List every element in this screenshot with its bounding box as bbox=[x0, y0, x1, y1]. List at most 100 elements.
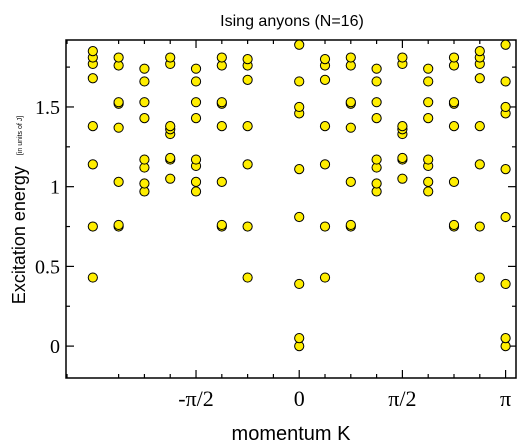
data-point bbox=[87, 159, 98, 170]
data-point bbox=[423, 186, 434, 197]
data-point bbox=[474, 221, 485, 232]
data-point bbox=[294, 333, 305, 344]
data-point bbox=[190, 113, 202, 124]
y-tick-label: 1.5 bbox=[35, 97, 60, 119]
data-point bbox=[345, 122, 356, 133]
data-point bbox=[216, 120, 227, 132]
data-point bbox=[371, 154, 382, 165]
data-point bbox=[113, 52, 124, 63]
data-point bbox=[319, 74, 331, 85]
data-point bbox=[190, 63, 202, 74]
data-point bbox=[448, 219, 460, 231]
data-point bbox=[113, 122, 124, 133]
data-point bbox=[87, 46, 98, 57]
data-point bbox=[294, 278, 305, 290]
data-point bbox=[319, 54, 331, 65]
data-point bbox=[87, 221, 98, 232]
data-point bbox=[448, 52, 460, 63]
data-point bbox=[371, 113, 382, 124]
data-point bbox=[113, 219, 124, 231]
data-point bbox=[87, 120, 98, 132]
x-tick-label: π bbox=[500, 386, 511, 411]
data-point bbox=[423, 97, 434, 108]
data-point bbox=[371, 63, 382, 74]
x-tick-label: π/2 bbox=[388, 386, 416, 411]
data-point bbox=[216, 97, 227, 108]
data-point bbox=[216, 219, 227, 231]
data-point bbox=[113, 176, 124, 187]
data-point bbox=[190, 154, 202, 165]
y-tick-label: 0 bbox=[50, 336, 60, 358]
data-point bbox=[371, 178, 382, 189]
data-point bbox=[294, 211, 305, 223]
y-tick-label: 0.5 bbox=[35, 256, 60, 278]
data-point bbox=[216, 176, 227, 187]
data-point bbox=[139, 113, 150, 124]
x-tick-label: -π/2 bbox=[178, 386, 214, 411]
data-point bbox=[242, 272, 253, 283]
data-point bbox=[474, 120, 485, 132]
data-point bbox=[190, 97, 202, 108]
y-axis-label-unit: [in units of J] bbox=[17, 116, 24, 155]
y-axis-label-group: Excitation energy [in units of J] bbox=[9, 116, 29, 304]
data-point bbox=[345, 97, 356, 108]
data-point bbox=[448, 176, 460, 187]
data-point bbox=[139, 76, 150, 87]
y-tick-label: 1 bbox=[50, 177, 60, 199]
data-point bbox=[371, 97, 382, 108]
data-points bbox=[87, 39, 511, 352]
data-point bbox=[397, 52, 408, 63]
data-point bbox=[345, 176, 356, 187]
data-point bbox=[139, 154, 150, 165]
data-point bbox=[423, 76, 434, 87]
data-point bbox=[423, 176, 434, 187]
data-point bbox=[165, 52, 176, 63]
data-point bbox=[500, 333, 511, 344]
plot-frame bbox=[65, 39, 517, 379]
data-point bbox=[423, 63, 434, 74]
data-point bbox=[500, 164, 511, 175]
data-point bbox=[345, 52, 356, 63]
data-point bbox=[87, 272, 98, 283]
data-point bbox=[345, 219, 356, 231]
data-point bbox=[190, 176, 202, 187]
data-point bbox=[423, 154, 434, 165]
data-point bbox=[397, 152, 408, 164]
data-point bbox=[165, 173, 176, 184]
data-point bbox=[448, 120, 460, 132]
data-point bbox=[216, 52, 227, 63]
y-axis-label: Excitation energy [in units of J] bbox=[9, 116, 29, 304]
data-point bbox=[500, 76, 511, 87]
data-point bbox=[294, 76, 305, 87]
data-point bbox=[165, 152, 176, 164]
data-point bbox=[500, 39, 511, 50]
data-point bbox=[423, 113, 434, 124]
data-point bbox=[139, 97, 150, 108]
data-point bbox=[500, 278, 511, 290]
data-point bbox=[397, 120, 408, 132]
data-point bbox=[242, 159, 253, 170]
data-point bbox=[319, 159, 331, 170]
data-point bbox=[242, 54, 253, 65]
data-point bbox=[87, 73, 98, 84]
data-point bbox=[500, 101, 511, 113]
y-axis-label-main: Excitation energy bbox=[9, 166, 29, 304]
data-point bbox=[474, 159, 485, 170]
data-point bbox=[242, 120, 253, 132]
data-point bbox=[500, 211, 511, 223]
chart-title: Ising anyons (N=16) bbox=[220, 13, 364, 30]
data-point bbox=[190, 186, 202, 197]
data-point bbox=[165, 120, 176, 132]
data-point bbox=[319, 120, 331, 132]
data-point bbox=[397, 173, 408, 184]
data-point bbox=[448, 97, 460, 108]
data-point bbox=[242, 74, 253, 85]
data-point bbox=[474, 272, 485, 283]
data-point bbox=[294, 101, 305, 113]
data-point bbox=[319, 272, 331, 283]
data-point bbox=[371, 76, 382, 87]
data-point bbox=[139, 63, 150, 74]
data-point bbox=[139, 178, 150, 189]
data-point bbox=[294, 164, 305, 175]
